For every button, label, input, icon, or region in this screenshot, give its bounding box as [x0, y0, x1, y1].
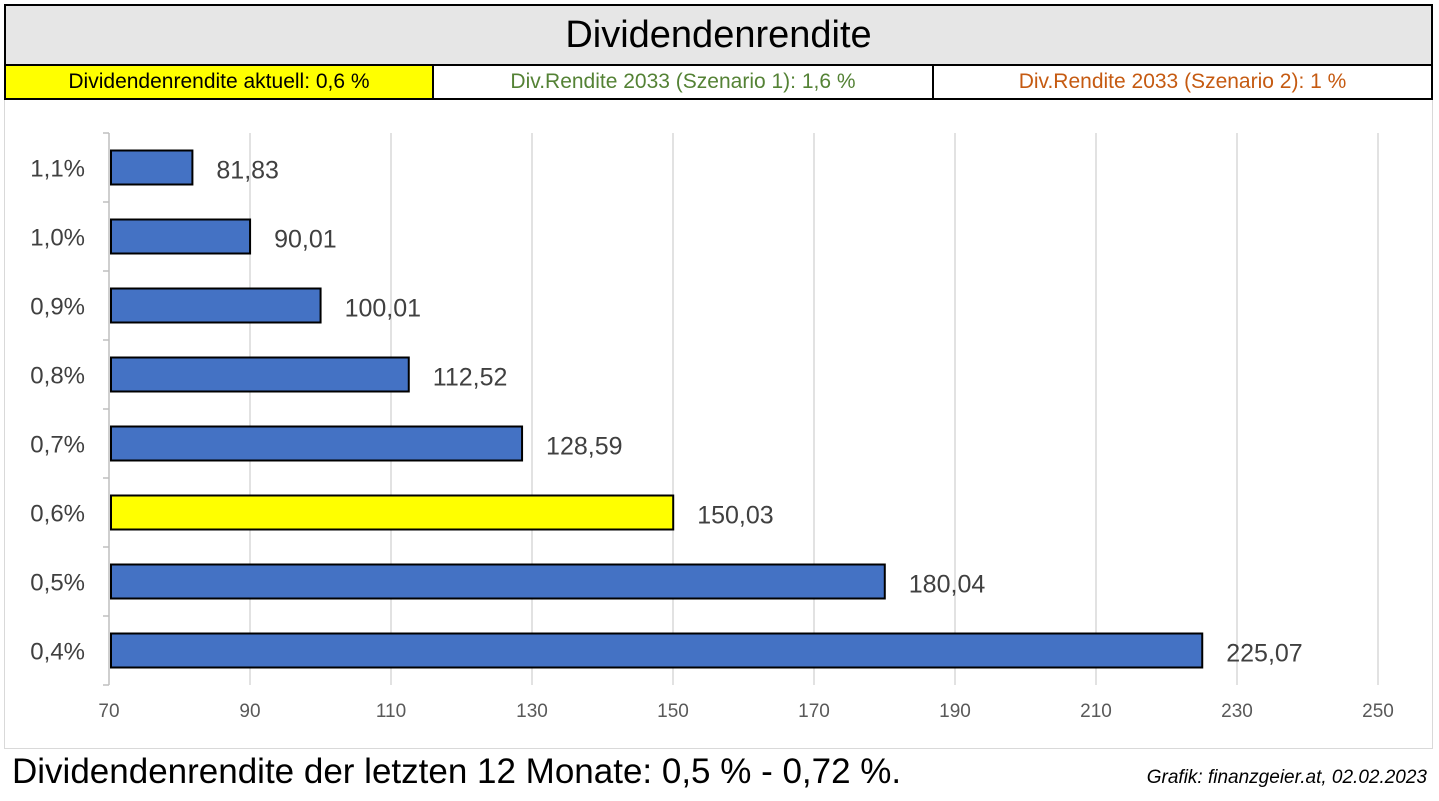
scenario2-yield-label: Div.Rendite 2033 (Szenario 2): 1 % [934, 66, 1433, 100]
x-tick-label: 210 [1080, 701, 1112, 722]
bar [110, 149, 194, 186]
data-label: 128,59 [546, 433, 622, 461]
data-label: 100,01 [345, 295, 421, 323]
y-tick-label: 0,8% [30, 363, 85, 390]
x-tick-label: 90 [239, 701, 260, 722]
y-tick-label: 0,9% [30, 294, 85, 321]
current-yield-label: Dividendenrendite aktuell: 0,6 % [4, 66, 434, 100]
yield-info-row: Dividendenrendite aktuell: 0,6 % Div.Ren… [4, 66, 1433, 100]
y-tick-label: 0,7% [30, 432, 85, 459]
chart-area: 70 90 110 130 150 170 190 210 230 250 1,1% 81,83 1,0… [4, 100, 1433, 749]
y-tick-label: 0,5% [30, 570, 85, 597]
x-tick-label: 230 [1221, 701, 1253, 722]
bar-chart: 70 90 110 130 150 170 190 210 230 250 1,1% 81,83 1,0… [30, 132, 1394, 722]
x-tick-label: 250 [1362, 701, 1394, 722]
bar [110, 632, 1204, 669]
bar [110, 287, 322, 324]
data-label: 150,03 [697, 502, 773, 530]
data-label: 180,04 [909, 571, 986, 599]
bar [110, 425, 524, 462]
bar [110, 494, 675, 531]
x-tick-label: 170 [798, 701, 830, 722]
bar [110, 218, 252, 255]
data-label: 90,01 [274, 226, 337, 254]
y-tick-label: 0,4% [30, 639, 85, 666]
x-tick-label: 130 [516, 701, 548, 722]
data-label: 81,83 [216, 157, 279, 185]
x-tick-label: 110 [376, 701, 406, 722]
x-tick-label: 70 [98, 701, 119, 722]
x-tick-label: 190 [939, 701, 971, 722]
y-tick-label: 1,0% [30, 225, 85, 252]
footer-summary: Dividendenrendite der letzten 12 Monate:… [12, 752, 902, 791]
x-tick-label: 150 [657, 701, 689, 722]
y-tick-label: 0,6% [30, 501, 85, 528]
y-tick-label: 1,1% [30, 156, 85, 183]
bar [110, 356, 410, 393]
chart-title: Dividendenrendite [4, 4, 1433, 66]
data-label: 225,07 [1226, 640, 1302, 668]
bar [110, 563, 886, 600]
scenario1-yield-label: Div.Rendite 2033 (Szenario 1): 1,6 % [434, 66, 934, 100]
footer-credit: Grafik: finanzgeier.at, 02.02.2023 [1146, 767, 1427, 788]
data-label: 112,52 [433, 364, 508, 392]
